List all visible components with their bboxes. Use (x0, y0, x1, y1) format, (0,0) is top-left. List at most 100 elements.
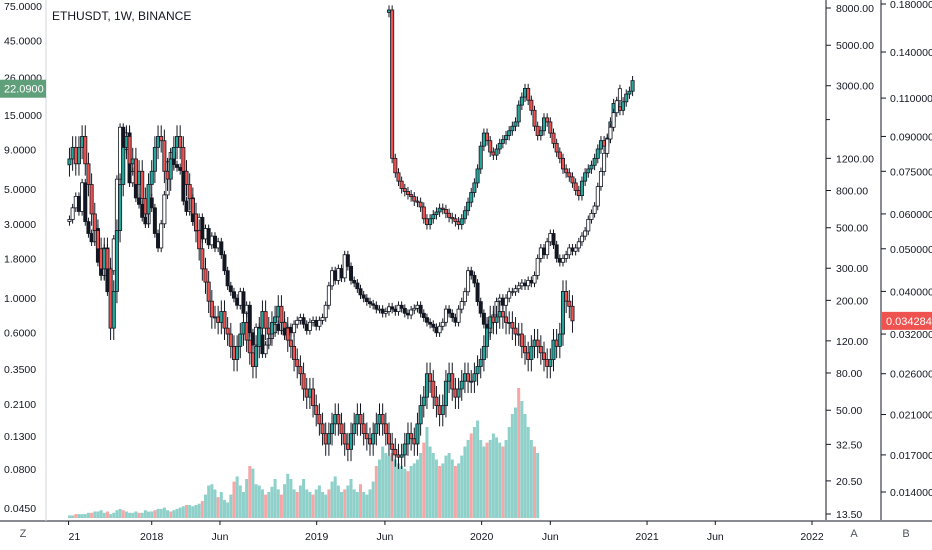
candle (80, 125, 85, 160)
candle (440, 203, 445, 215)
candle-body (137, 197, 142, 205)
candle-body (67, 219, 72, 222)
candle-body (532, 339, 537, 347)
volume-bar (472, 427, 476, 518)
candle (557, 147, 562, 164)
candle (412, 304, 417, 315)
candle-body (399, 304, 404, 309)
candle-body (466, 373, 471, 382)
candle (405, 186, 410, 200)
candle-body (523, 345, 528, 354)
candle-body (469, 380, 474, 383)
candle-body (222, 311, 227, 329)
candle-body (263, 344, 268, 355)
middle-tick-label: 50.00 (836, 405, 862, 417)
candle-body (231, 345, 236, 360)
right-tick-label: 0.040000 (890, 286, 932, 298)
candle-body (70, 146, 75, 160)
candle-body (513, 288, 518, 293)
candle-body (504, 297, 509, 306)
candle-body (311, 319, 316, 323)
candle-body (342, 433, 347, 445)
candle-body (529, 280, 534, 284)
candle (159, 219, 164, 253)
candle-body (494, 148, 499, 156)
candle (345, 432, 350, 462)
volume-bar (260, 489, 264, 518)
volume-bar (121, 510, 125, 518)
candle-body (485, 327, 490, 347)
candle (412, 427, 417, 456)
candle (421, 202, 426, 224)
candle-body (171, 146, 176, 160)
b-scale-button[interactable]: B (902, 528, 910, 540)
candle-body (598, 171, 603, 187)
candle (494, 144, 499, 161)
a-auto-scale-button[interactable]: A (850, 528, 858, 540)
candle-body (304, 323, 309, 331)
time-axis: 21 2018 Jun 2019 Jun 2020 Jun 2021 Jun 2022 (68, 521, 824, 543)
candle (541, 244, 546, 259)
candle-body (219, 241, 224, 256)
candle-body (545, 117, 550, 123)
candle-body (80, 182, 85, 212)
candle-body (190, 198, 195, 215)
volume-bar (419, 453, 423, 518)
candle-body (472, 274, 477, 284)
candle-body (621, 101, 626, 111)
candle-body (364, 297, 369, 303)
left-tick-label: 0.2100 (4, 399, 36, 411)
z-toggle-button[interactable]: Z (19, 528, 27, 540)
candle (80, 178, 85, 216)
candle-body (472, 373, 477, 382)
candle-body (583, 230, 588, 237)
candle-body (611, 112, 616, 128)
candle (111, 280, 116, 340)
candle-body (583, 172, 588, 182)
candle (466, 362, 471, 394)
candle (247, 328, 252, 365)
candle-body (358, 414, 363, 425)
candle (159, 125, 164, 153)
candle-body (266, 327, 271, 335)
candle (67, 147, 72, 177)
candle (197, 219, 202, 261)
candle-body (415, 304, 420, 309)
candle-body (494, 316, 499, 323)
volume-bar (409, 466, 413, 518)
candle (121, 136, 126, 197)
candle-body (466, 201, 471, 212)
candle-body (567, 300, 572, 307)
candle-body (564, 168, 569, 174)
candle (538, 335, 543, 365)
candle-body (554, 244, 559, 259)
candle (488, 136, 493, 157)
volume-bar (349, 479, 353, 518)
candle (282, 311, 287, 340)
candle-body (529, 99, 534, 111)
candle (396, 301, 401, 316)
candle-body (440, 207, 445, 210)
candle (263, 300, 268, 340)
candle-body (371, 303, 376, 306)
candle (206, 224, 211, 249)
candle-body (564, 290, 569, 302)
candle-body (323, 433, 328, 445)
candle-body (535, 339, 540, 347)
candle (209, 290, 214, 329)
candle (339, 412, 344, 446)
price-axes: 75.000045.000026.000015.00009.00005.0000… (0, 0, 932, 522)
candle (598, 167, 603, 191)
candle (349, 422, 354, 462)
candle-body (519, 282, 524, 287)
volume-bar (289, 479, 293, 518)
candle-body (386, 306, 391, 312)
candle (428, 214, 433, 230)
candle (339, 264, 344, 283)
volume-bar (523, 414, 527, 518)
volume-bar (387, 455, 391, 518)
candle (152, 136, 157, 184)
candle-body (140, 170, 145, 200)
volume-bar (466, 440, 470, 518)
